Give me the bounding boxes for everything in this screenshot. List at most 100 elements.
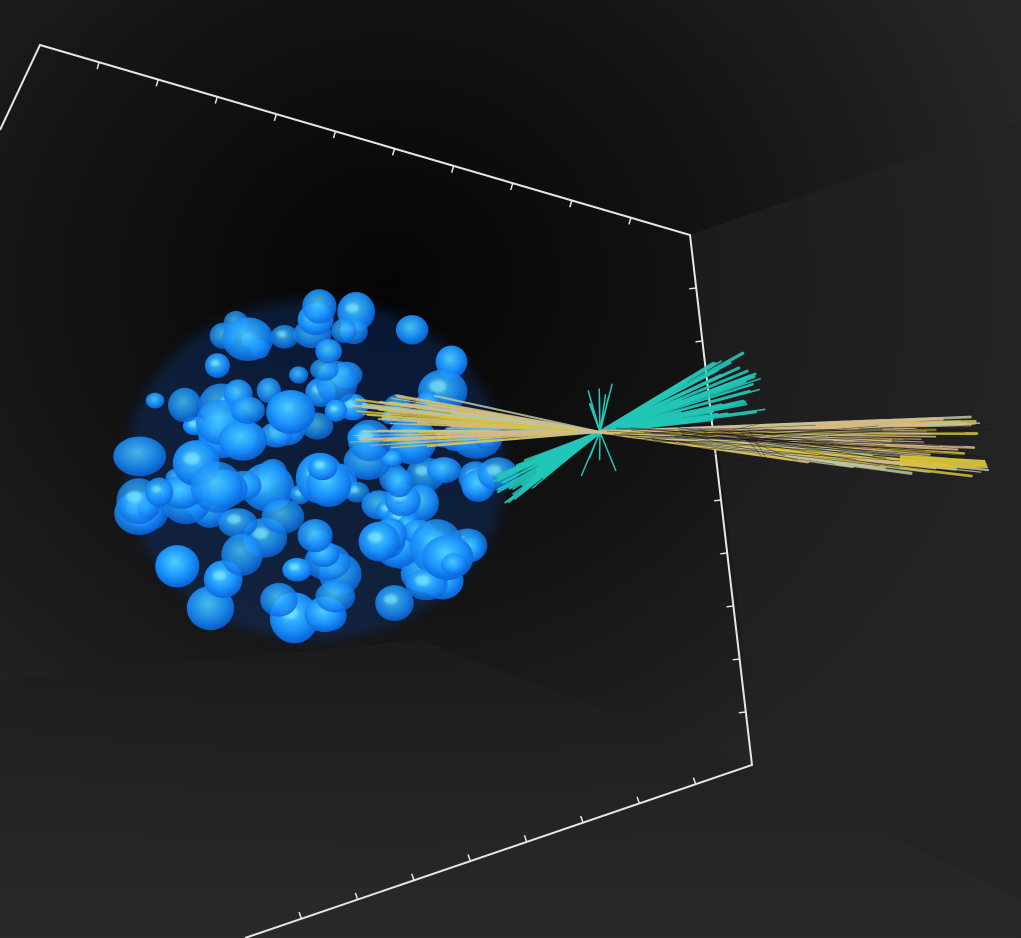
nucleus-highlight: [429, 380, 447, 393]
track-line: [497, 430, 602, 491]
nucleus: [190, 461, 243, 513]
axis-tick: [273, 113, 278, 122]
axis-tick: [569, 200, 573, 208]
nucleus: [230, 396, 265, 424]
nucleus-highlight: [415, 465, 429, 476]
track-edge: [664, 439, 766, 467]
track-line: [580, 431, 601, 477]
axis-tick: [298, 911, 303, 920]
track-line: [390, 401, 601, 433]
bounding-box: [0, 43, 754, 938]
nucleus-highlight: [212, 570, 227, 581]
volume-rendering: [113, 289, 519, 644]
track-edge: [651, 439, 873, 452]
nucleus-highlight: [329, 405, 338, 412]
track-line: [599, 399, 745, 433]
axis-tick: [689, 287, 697, 290]
axis-ticks: [96, 62, 746, 920]
axis-tick: [580, 815, 584, 823]
track-line: [598, 366, 741, 434]
axis-tick: [450, 165, 455, 173]
axis-tick: [214, 96, 218, 104]
axis-tick: [467, 854, 472, 862]
track-line: [401, 429, 601, 433]
axis-tick: [713, 499, 722, 502]
track-edge: [737, 431, 895, 441]
track-edge: [725, 430, 786, 457]
nucleus-highlight: [210, 359, 220, 367]
nucleus-highlight: [314, 461, 325, 469]
nucleus: [222, 317, 274, 361]
nucleus-highlight: [345, 303, 359, 313]
nucleus: [113, 436, 167, 477]
nucleus: [297, 519, 333, 553]
nucleus: [266, 389, 316, 434]
axis-tick: [732, 658, 740, 661]
nucleus: [441, 553, 468, 576]
nucleus-highlight: [486, 464, 501, 475]
nucleus: [315, 580, 356, 613]
track-line: [599, 408, 766, 433]
nucleus-highlight: [288, 563, 300, 571]
track-edge: [737, 425, 879, 438]
track-line: [599, 383, 613, 433]
axis-tick: [695, 340, 703, 343]
nucleus: [155, 545, 200, 588]
track-edge: [619, 424, 816, 435]
track-edge: [678, 441, 836, 465]
nucleus-highlight: [227, 514, 241, 524]
track-edge: [630, 427, 984, 457]
nucleus: [310, 358, 339, 381]
axis-tick: [411, 873, 415, 881]
track-line: [521, 430, 602, 486]
track-line: [390, 431, 601, 449]
nucleus-highlight: [126, 491, 142, 503]
nucleus-highlight: [276, 330, 287, 338]
track-edge: [629, 436, 857, 460]
nucleus: [261, 499, 305, 534]
axis-tick: [628, 217, 632, 225]
nucleus: [395, 315, 429, 345]
track-edge: [678, 429, 901, 469]
nucleus-highlight: [383, 594, 398, 605]
nucleus-highlight: [183, 452, 200, 465]
track-line: [599, 431, 617, 472]
track-line: [395, 394, 601, 433]
right-wall-shade: [690, 120, 1021, 900]
nucleus-highlight: [344, 400, 356, 408]
axis-tick: [738, 711, 746, 714]
track-edge: [682, 429, 991, 436]
nucleus-highlight: [188, 420, 197, 427]
nucleus-highlight: [151, 485, 162, 493]
track-line: [587, 390, 601, 433]
floor-plane: [0, 640, 1021, 938]
track-edge: [607, 434, 964, 446]
track-bundle: [349, 351, 991, 504]
track-edge: [644, 432, 980, 457]
axis-tick: [720, 552, 728, 555]
axis-tick: [354, 892, 359, 900]
nucleus: [302, 289, 337, 324]
nucleus: [289, 366, 309, 384]
track-line: [598, 361, 715, 434]
nucleus: [331, 318, 357, 344]
axis-tick: [636, 796, 641, 804]
track-line: [410, 423, 601, 433]
track-edge: [718, 436, 886, 446]
track-line: [598, 397, 683, 434]
nucleus: [145, 392, 165, 409]
nucleus: [385, 468, 414, 498]
track-line: [496, 430, 602, 479]
nucleus: [260, 582, 298, 617]
axis-tick: [332, 131, 337, 139]
nucleus: [218, 420, 267, 461]
axis-tick: [155, 79, 159, 87]
axis-tick: [692, 777, 697, 785]
nucleus: [315, 338, 343, 364]
nucleus-highlight: [415, 575, 430, 586]
axis-tick: [510, 182, 514, 191]
nucleus: [426, 457, 462, 484]
axis-tick: [391, 148, 396, 156]
